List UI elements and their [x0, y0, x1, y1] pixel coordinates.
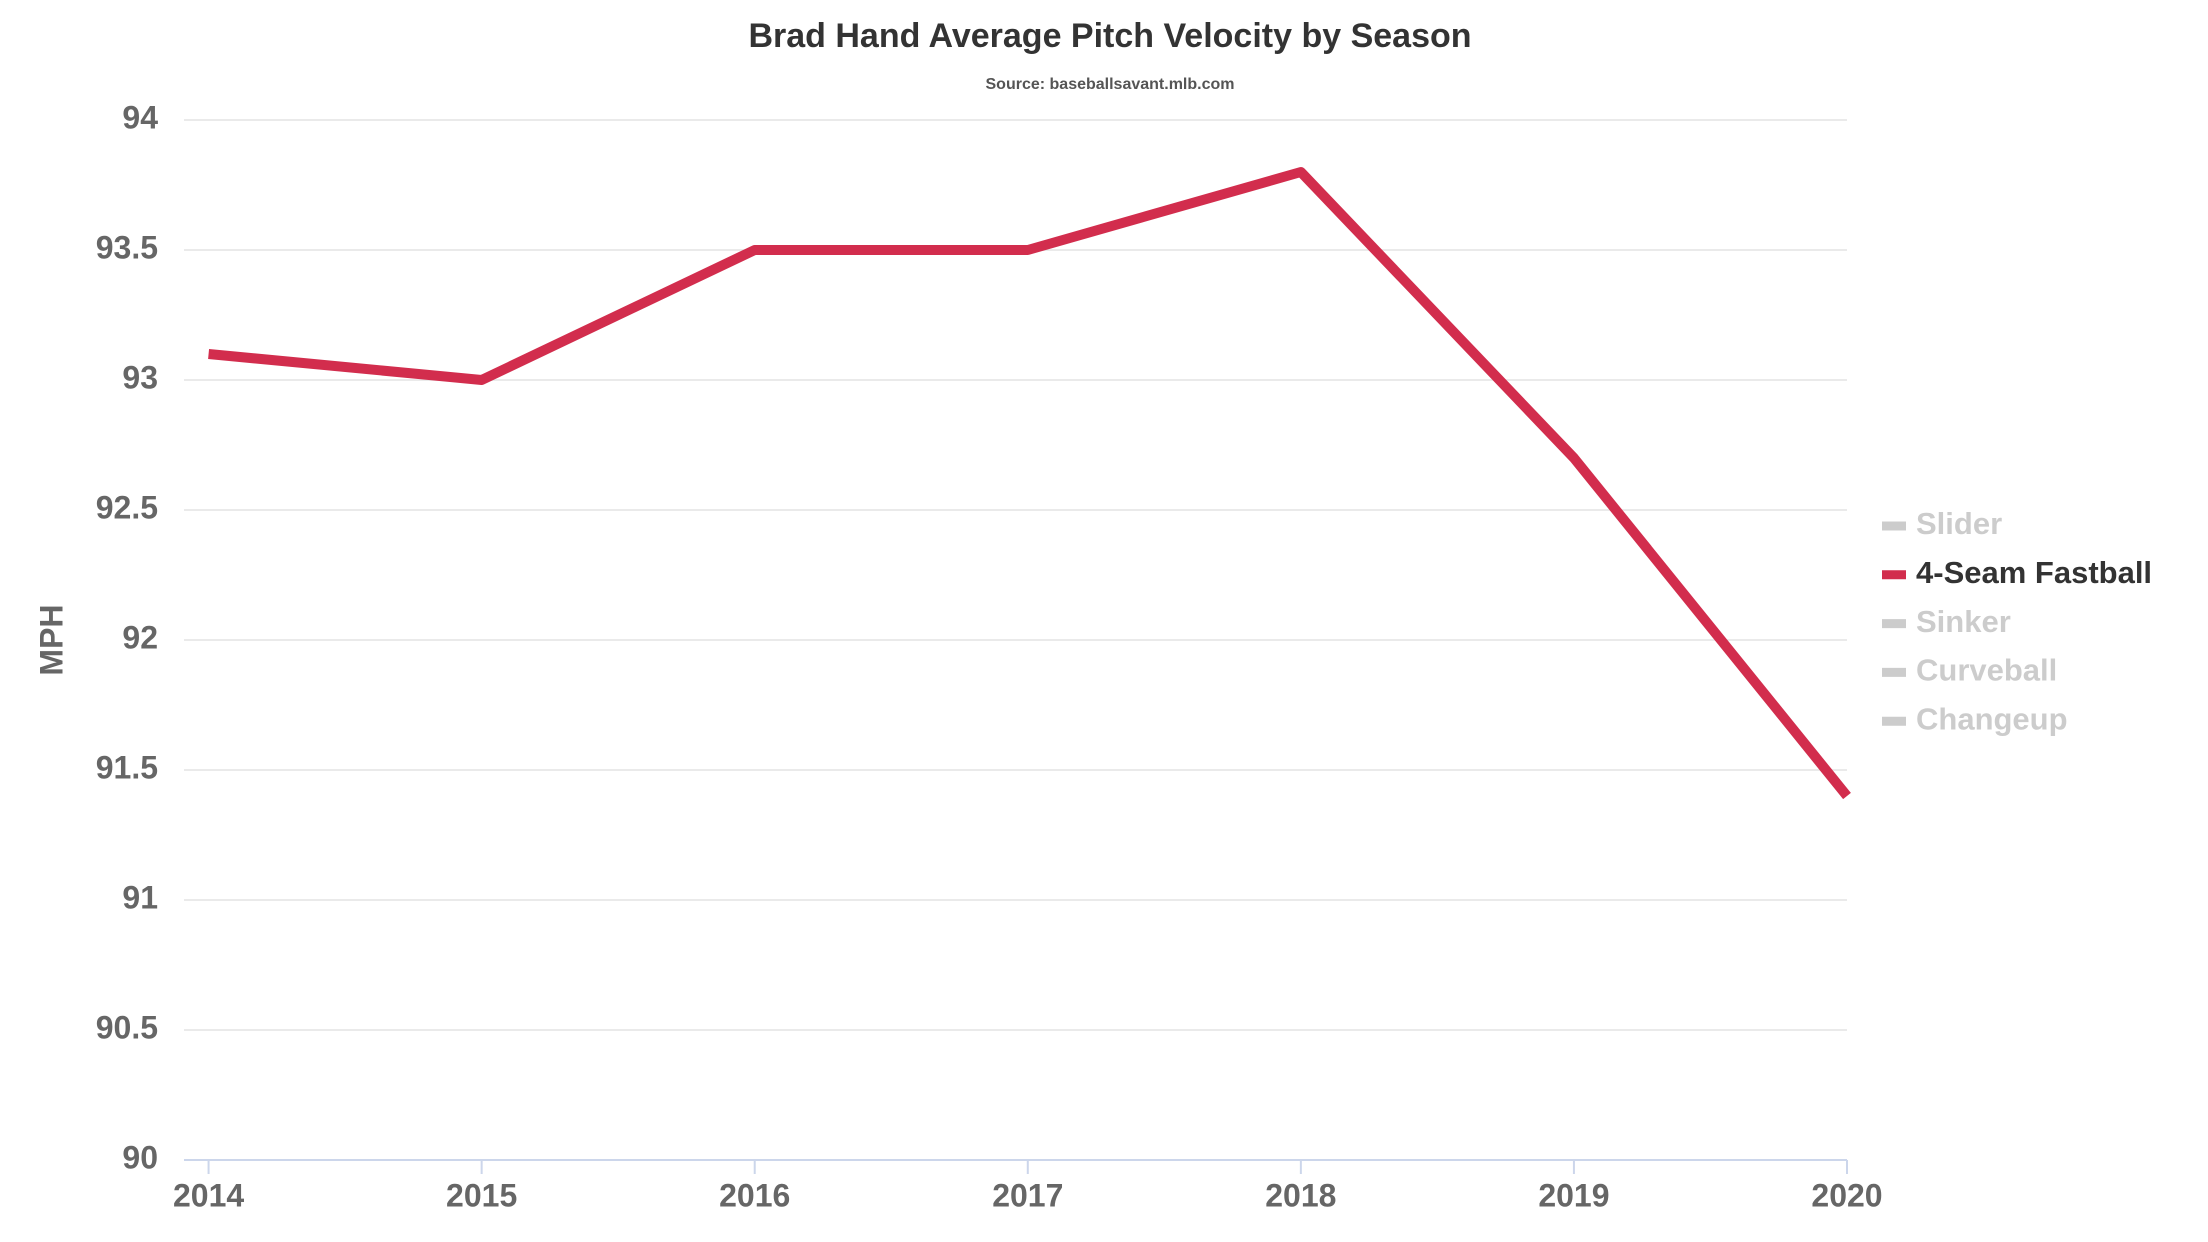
y-tick-label: 91.5: [96, 749, 158, 785]
legend-label: Curveball: [1916, 653, 2057, 688]
x-tick-label: 2018: [1265, 1177, 1336, 1213]
y-tick-label: 92: [122, 619, 158, 655]
y-tick-label: 93: [122, 359, 158, 395]
legend-label: Sinker: [1916, 604, 2011, 639]
chart-subtitle: Source: baseballsavant.mlb.com: [986, 76, 1235, 93]
y-tick-label: 93.5: [96, 229, 158, 265]
y-tick-label: 90: [122, 1139, 158, 1175]
x-tick-label: 2020: [1811, 1177, 1882, 1213]
x-tick-label: 2019: [1538, 1177, 1609, 1213]
x-tick-label: 2016: [719, 1177, 790, 1213]
legend-label: Changeup: [1916, 701, 2068, 736]
chart-title: Brad Hand Average Pitch Velocity by Seas…: [748, 17, 1471, 55]
legend-label: Slider: [1916, 506, 2002, 541]
y-tick-label: 94: [122, 99, 158, 135]
y-axis-title: MPH: [33, 604, 69, 675]
x-tick-label: 2014: [173, 1177, 244, 1213]
legend-label: 4-Seam Fastball: [1916, 555, 2152, 590]
y-tick-label: 90.5: [96, 1009, 158, 1045]
y-tick-label: 92.5: [96, 489, 158, 525]
x-tick-label: 2017: [992, 1177, 1063, 1213]
y-tick-label: 91: [122, 879, 158, 915]
data-line: [208, 167, 1851, 800]
x-tick-label: 2015: [446, 1177, 517, 1213]
